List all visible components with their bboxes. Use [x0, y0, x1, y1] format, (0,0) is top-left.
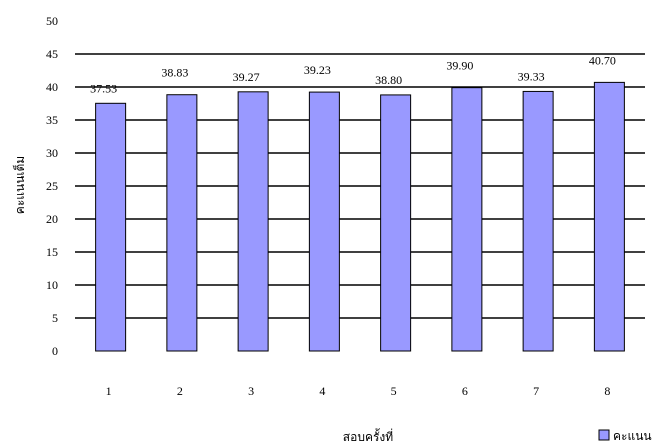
gridlines [75, 53, 645, 319]
x-tick-label: 4 [319, 384, 325, 398]
x-tick-label: 5 [391, 384, 397, 398]
bar [522, 90, 554, 352]
bar [95, 102, 127, 352]
y-axis-title: คะแนนเต็ม [12, 156, 27, 214]
bar [237, 91, 269, 352]
y-tick-label: 20 [46, 212, 58, 226]
data-label: 39.23 [304, 63, 331, 77]
bar [451, 87, 483, 352]
x-tick-label: 3 [248, 384, 254, 398]
y-tick-label: 45 [46, 47, 58, 61]
bar [593, 81, 625, 352]
bar [380, 94, 412, 352]
y-tick-label: 10 [46, 278, 58, 292]
data-label: 37.53 [90, 81, 117, 95]
y-tick-label: 25 [46, 179, 58, 193]
x-axis-title: สอบครั้งที่ [343, 428, 393, 444]
y-tick-label: 40 [46, 80, 58, 94]
x-tick-label: 6 [462, 384, 468, 398]
x-axis-ticks: 1 2 3 4 5 6 7 8 [106, 384, 611, 398]
legend-swatch [598, 429, 610, 441]
data-label: 39.33 [518, 69, 545, 83]
x-tick-label: 2 [177, 384, 183, 398]
data-label: 39.27 [233, 70, 260, 84]
data-label: 39.90 [446, 59, 473, 73]
data-label: 38.83 [161, 66, 188, 80]
y-tick-label: 35 [46, 113, 58, 127]
y-axis-ticks: 0 5 10 15 20 25 30 35 40 45 50 [46, 14, 58, 358]
data-labels: 37.53 38.83 39.27 39.23 38.80 39.90 39.33 40.70 [90, 53, 616, 95]
y-tick-label: 0 [52, 344, 58, 358]
bar [308, 91, 340, 352]
x-tick-label: 1 [106, 384, 112, 398]
y-tick-label: 5 [52, 311, 58, 325]
bar [166, 94, 198, 352]
data-label: 40.70 [589, 53, 616, 67]
x-tick-label: 7 [533, 384, 539, 398]
data-label: 38.80 [375, 73, 402, 87]
legend-label: คะแนน [613, 429, 652, 443]
x-tick-label: 8 [604, 384, 610, 398]
y-tick-label: 30 [46, 146, 58, 160]
y-tick-label: 15 [46, 245, 58, 259]
y-tick-label: 50 [46, 14, 58, 28]
bars [95, 81, 625, 352]
legend: คะแนน [598, 429, 652, 443]
